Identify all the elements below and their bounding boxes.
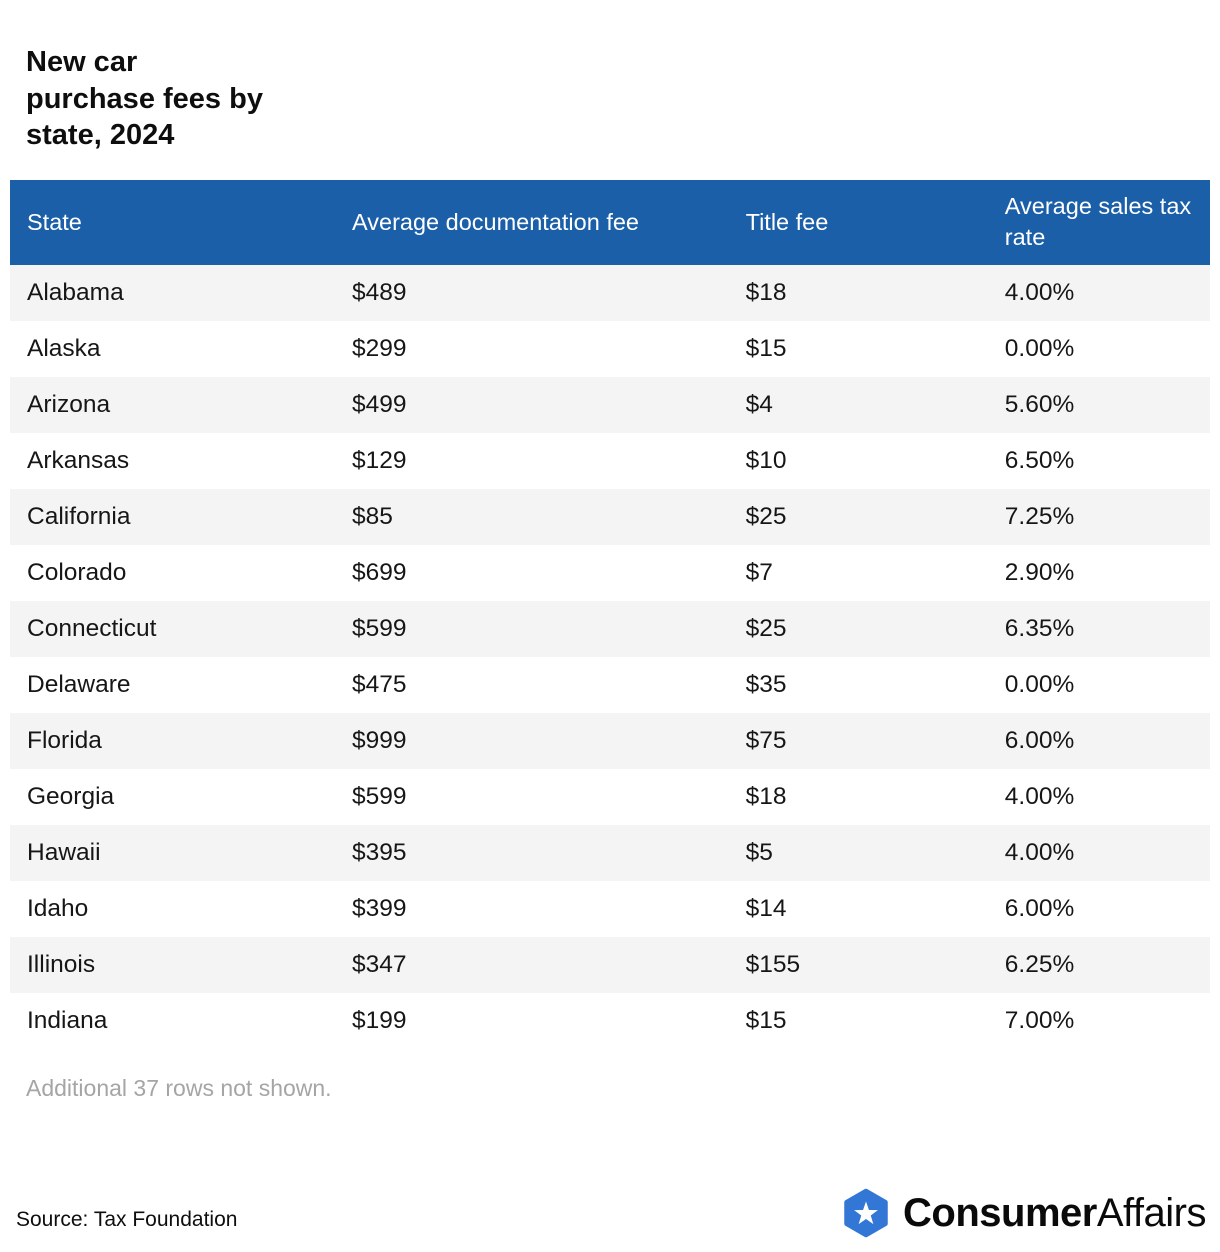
column-header-label: Average documentation fee <box>352 208 639 235</box>
footer: Source: Tax Foundation ConsumerAffairs <box>16 1188 1207 1238</box>
table-cell: 5.60% <box>1004 390 1075 418</box>
table-cell: $399 <box>352 894 407 922</box>
fees-table: State Average documentation fee Title fe… <box>10 179 1210 1049</box>
page-title: New car purchase fees by state, 2024 <box>26 44 1220 154</box>
table-cell: $129 <box>352 446 407 474</box>
title-line-2: purchase fees by <box>26 82 263 115</box>
table-cell: 4.00% <box>1004 278 1075 306</box>
column-header-label: State <box>27 208 82 235</box>
table-cell: 6.00% <box>1004 894 1075 922</box>
table-cell: $7 <box>745 558 773 586</box>
table-row: California $85 $25 7.25% <box>10 488 1210 545</box>
table-row: Hawaii $395 $5 4.00% <box>10 824 1210 881</box>
column-header-title-fee: Title fee <box>745 179 1005 265</box>
title-line-1: New car <box>26 46 138 78</box>
table-body: Alabama $489 $18 4.00% Alaska $299 $15 0.00% Ari… <box>10 264 1210 1049</box>
table-cell: $395 <box>352 838 407 866</box>
table-cell: $599 <box>352 782 407 810</box>
table-cell: $25 <box>745 614 787 642</box>
table-note: Additional 37 rows not shown. <box>26 1074 332 1101</box>
table-cell: Georgia <box>27 782 115 810</box>
title-line-3: state, 2024 <box>26 119 175 152</box>
table-cell: 6.00% <box>1004 726 1075 754</box>
table-row: Connecticut $599 $25 6.35% <box>10 600 1210 657</box>
table-cell: $699 <box>352 558 407 586</box>
column-header-state: State <box>10 179 352 265</box>
table-cell: $499 <box>352 390 407 418</box>
table-cell: 4.00% <box>1004 838 1075 866</box>
table-cell: $4 <box>745 390 773 418</box>
table-cell: 2.90% <box>1004 558 1075 586</box>
consumeraffairs-logo: ConsumerAffairs <box>841 1188 1207 1238</box>
table-cell: 0.00% <box>1004 334 1075 362</box>
table-row: Delaware $475 $35 0.00% <box>10 657 1210 713</box>
table-cell: Arizona <box>27 390 111 418</box>
table-cell: Arkansas <box>27 446 130 474</box>
table-cell: $299 <box>352 334 407 362</box>
logo-word-affairs: Affairs <box>1096 1190 1207 1235</box>
table-cell: $75 <box>745 726 787 754</box>
table-cell: 6.35% <box>1004 614 1075 642</box>
table-cell: $599 <box>352 614 407 642</box>
table-cell: 7.00% <box>1004 1006 1075 1034</box>
table-cell: Colorado <box>27 558 127 586</box>
table-cell: $25 <box>745 502 787 530</box>
table-cell: $85 <box>352 502 393 530</box>
table-cell: $475 <box>352 670 407 698</box>
table-cell: 6.25% <box>1004 950 1075 978</box>
page: New car purchase fees by state, 2024 Sta… <box>0 44 1220 1238</box>
table-row: Georgia $599 $18 4.00% <box>10 769 1210 825</box>
table-cell: Alabama <box>27 278 124 306</box>
column-header-label: Average sales tax rate <box>1004 193 1192 251</box>
table-cell: Hawaii <box>27 838 101 866</box>
table-cell: Alaska <box>27 334 101 362</box>
table-cell: $489 <box>352 278 407 306</box>
table-cell: California <box>27 502 131 530</box>
table-row: Arkansas $129 $10 6.50% <box>10 433 1210 489</box>
table-cell: $35 <box>745 670 787 698</box>
table-cell: $999 <box>352 726 407 754</box>
table-cell: $10 <box>745 446 787 474</box>
table-cell: Delaware <box>27 670 131 698</box>
table-row: Florida $999 $75 6.00% <box>10 712 1210 769</box>
column-header-label: Title fee <box>745 208 829 235</box>
column-header-sales-tax: Average sales tax rate <box>1004 179 1210 265</box>
table-cell: 6.50% <box>1004 446 1075 474</box>
column-header-doc-fee: Average documentation fee <box>352 179 746 265</box>
table-header-row: State Average documentation fee Title fe… <box>10 179 1210 265</box>
table-row: Alabama $489 $18 4.00% <box>10 264 1210 321</box>
table-row: Arizona $499 $4 5.60% <box>10 376 1210 433</box>
table-cell: Florida <box>27 726 102 754</box>
table-cell: $14 <box>745 894 787 922</box>
table-cell: $18 <box>745 782 787 810</box>
table-row: Indiana $199 $15 7.00% <box>10 993 1210 1049</box>
table-cell: $15 <box>745 334 787 362</box>
table-header: State Average documentation fee Title fe… <box>10 179 1210 265</box>
table-cell: $5 <box>745 838 773 866</box>
table-cell: Illinois <box>27 950 96 978</box>
table-cell: Connecticut <box>27 614 157 642</box>
table-row: Alaska $299 $15 0.00% <box>10 321 1210 377</box>
table-cell: $155 <box>745 950 801 978</box>
table-row: Colorado $699 $7 2.90% <box>10 545 1210 601</box>
table-cell: 0.00% <box>1004 670 1075 698</box>
table-cell: Indiana <box>27 1006 108 1034</box>
table-cell: Idaho <box>27 894 89 922</box>
table-cell: $18 <box>745 278 787 306</box>
table-cell: $199 <box>352 1006 407 1034</box>
table-cell: $347 <box>352 950 407 978</box>
source-attribution: Source: Tax Foundation <box>16 1208 238 1231</box>
table-cell: $15 <box>745 1006 787 1034</box>
logo-wordmark: ConsumerAffairs <box>903 1191 1206 1236</box>
table-cell: 7.25% <box>1004 502 1075 530</box>
table-row: Idaho $399 $14 6.00% <box>10 881 1210 937</box>
table-cell: 4.00% <box>1004 782 1075 810</box>
logo-word-consumer: Consumer <box>903 1190 1097 1235</box>
table-row: Illinois $347 $155 6.25% <box>10 936 1210 993</box>
star-hexagon-icon <box>841 1188 891 1238</box>
